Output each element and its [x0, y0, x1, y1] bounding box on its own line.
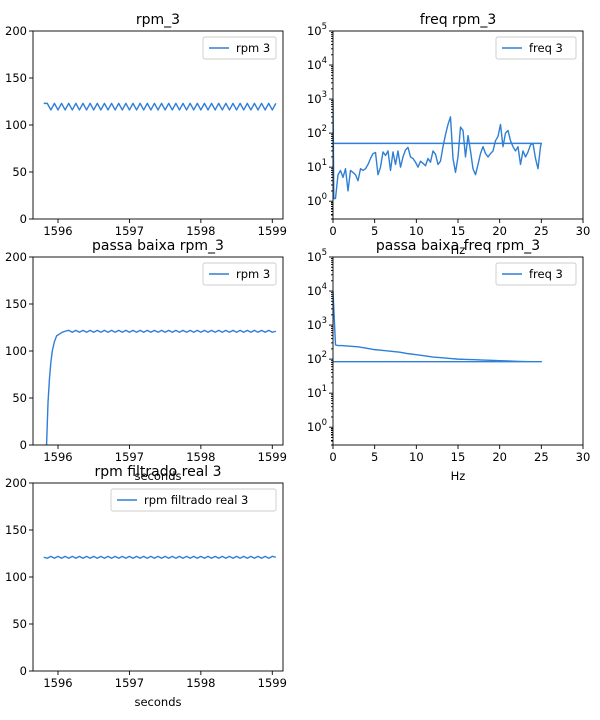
legend-box: [202, 262, 277, 286]
legend-box: [495, 36, 577, 60]
legend: rpm filtrado real 3: [110, 488, 277, 512]
x-tick-label: 1599: [258, 224, 287, 238]
y-tick-label: 104: [307, 56, 327, 72]
y-tick-label: 100: [307, 418, 327, 434]
y-tick-label: 150: [5, 523, 27, 537]
y-tick-label: 105: [307, 22, 327, 38]
series-line-1: [45, 329, 277, 445]
y-tick-label: 150: [5, 297, 27, 311]
x-tick-label: 1598: [186, 676, 215, 690]
chart-5: rpm filtrado real 3 1596 1597 1598 1599 0 50 10…: [5, 464, 287, 709]
y-tick-label: 0: [20, 438, 27, 452]
y-tick-label: 101: [307, 158, 327, 174]
y-tick-label: 50: [12, 165, 27, 179]
x-tick-label: 30: [576, 224, 591, 238]
y-tick-label: 101: [307, 384, 327, 400]
x-axis-label: Hz: [451, 469, 466, 483]
y-tick-label: 200: [5, 476, 27, 490]
y-tick-label: 100: [5, 118, 27, 132]
x-axis-label: seconds: [134, 695, 181, 709]
chart-2: freq rpm_3 0 5 10 15 20 25 30 100 101 102 103 104 105…: [307, 12, 590, 257]
x-tick-label: 25: [534, 224, 549, 238]
y-tick-label: 200: [5, 250, 27, 264]
x-tick-label: 5: [371, 224, 378, 238]
y-tick-label: 200: [5, 24, 27, 38]
y-tick-label: 100: [5, 344, 27, 358]
series-line-1: [43, 555, 277, 559]
legend: freq 3: [495, 36, 577, 60]
y-tick-label: 50: [12, 617, 27, 631]
legend-label: rpm 3: [236, 267, 270, 281]
y-tick-label: 0: [20, 212, 27, 226]
legend-label: freq 3: [529, 267, 563, 281]
y-tick-label: 102: [307, 124, 327, 140]
x-tick-label: 1599: [258, 450, 287, 464]
chart-title: rpm_3: [136, 12, 180, 28]
x-tick-label: 1597: [115, 224, 144, 238]
legend-label: rpm 3: [236, 41, 270, 55]
x-tick-label: 1599: [258, 676, 287, 690]
x-tick-label: 1598: [186, 224, 215, 238]
legend-box: [110, 488, 277, 512]
chart-title: passa baixa freq rpm_3: [376, 238, 540, 254]
legend: rpm 3: [202, 262, 277, 286]
chart-1: rpm_3 1596 1597 1598 1599 0 50 100 150 200 rpm 3: [5, 12, 287, 238]
legend-box: [495, 262, 577, 286]
x-tick-label: 15: [451, 450, 466, 464]
y-tick-label: 150: [5, 71, 27, 85]
y-tick-label: 103: [307, 90, 327, 106]
chart-title: passa baixa rpm_3: [92, 238, 224, 254]
x-tick-label: 1596: [43, 224, 72, 238]
x-tick-label: 25: [534, 450, 549, 464]
y-tick-label: 105: [307, 248, 327, 264]
chart-title: freq rpm_3: [420, 12, 497, 28]
chart-title: rpm filtrado real 3: [94, 464, 221, 480]
x-tick-label: 10: [409, 224, 424, 238]
legend: freq 3: [495, 262, 577, 286]
legend: rpm 3: [202, 36, 277, 60]
chart-3: passa baixa rpm_3 1596 1597 1598 1599 0 50 100 1…: [5, 238, 287, 483]
legend-label: rpm filtrado real 3: [144, 493, 248, 507]
x-tick-label: 1596: [43, 450, 72, 464]
y-tick-label: 103: [307, 316, 327, 332]
y-tick-label: 0: [20, 664, 27, 678]
x-tick-label: 20: [492, 224, 507, 238]
x-tick-label: 30: [576, 450, 591, 464]
x-tick-label: 1596: [43, 676, 72, 690]
x-tick-label: 1597: [115, 676, 144, 690]
chart-4: passa baixa freq rpm_3 0 5 10 15 20 25 30 100 101…: [307, 238, 590, 483]
x-tick-label: 20: [492, 450, 507, 464]
y-tick-label: 102: [307, 350, 327, 366]
y-tick-label: 100: [5, 570, 27, 584]
series-line-1: [43, 102, 277, 111]
y-tick-label: 50: [12, 391, 27, 405]
x-tick-label: 0: [329, 450, 336, 464]
legend-box: [202, 36, 277, 60]
x-tick-label: 10: [409, 450, 424, 464]
x-tick-label: 5: [371, 450, 378, 464]
x-tick-label: 0: [329, 224, 336, 238]
x-axis-label: seconds: [134, 469, 181, 483]
x-tick-label: 1597: [115, 450, 144, 464]
x-tick-label: 15: [451, 224, 466, 238]
x-axis-label: Hz: [451, 243, 466, 257]
legend-label: freq 3: [529, 41, 563, 55]
series-line-1: [333, 99, 543, 200]
x-tick-label: 1598: [186, 450, 215, 464]
y-tick-label: 104: [307, 282, 327, 298]
series-line-1: [333, 291, 543, 363]
y-tick-label: 100: [307, 192, 327, 208]
